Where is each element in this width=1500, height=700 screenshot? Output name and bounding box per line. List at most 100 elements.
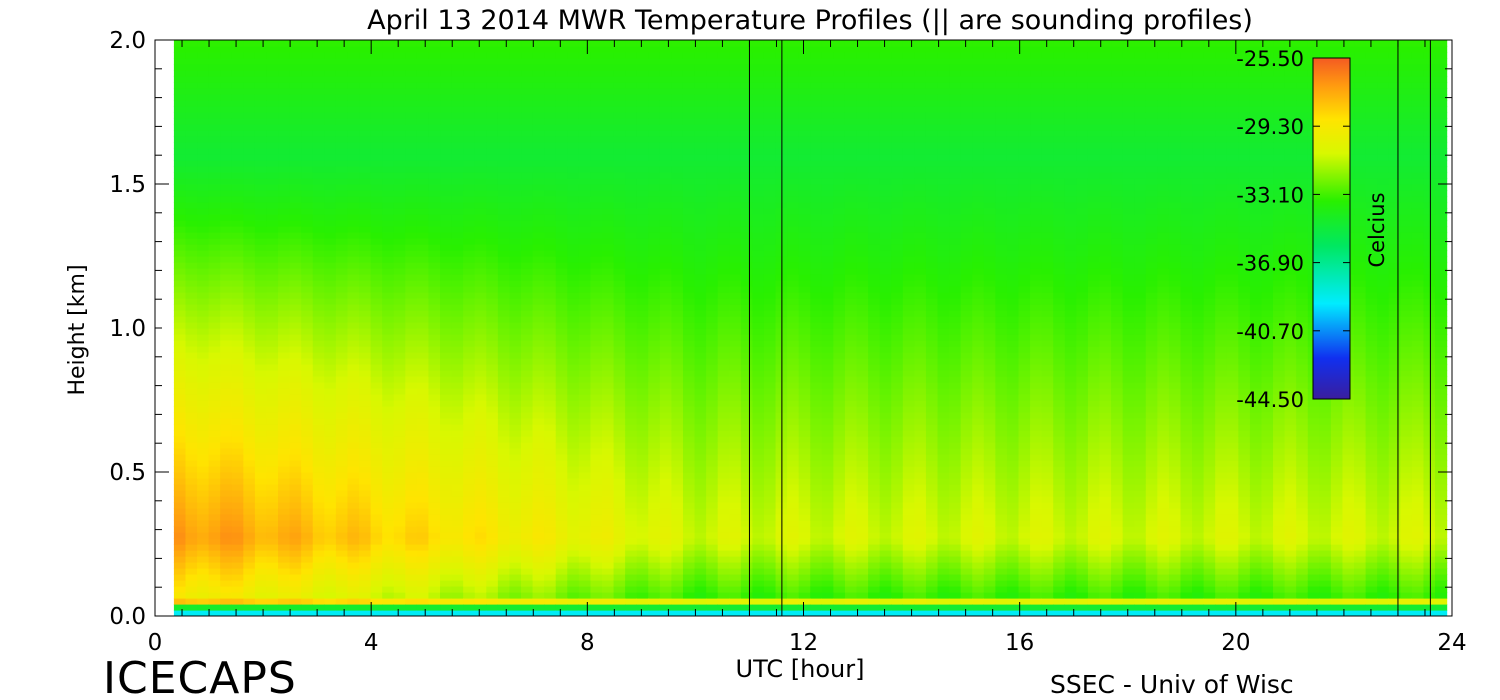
heat-cell <box>729 256 742 263</box>
heat-cell <box>532 550 545 557</box>
heat-cell <box>301 568 314 575</box>
heat-cell <box>254 376 268 383</box>
heat-cell <box>613 250 626 257</box>
heat-cell <box>706 172 719 179</box>
heat-cell <box>208 544 221 551</box>
heat-cell <box>359 40 372 47</box>
heat-cell <box>231 220 244 227</box>
heat-cell <box>324 556 337 563</box>
heat-cell <box>682 178 696 185</box>
heat-cell <box>347 40 360 47</box>
heat-cell <box>671 556 684 563</box>
heat-cell <box>173 496 187 503</box>
heat-cell <box>474 424 487 431</box>
heat-cell <box>763 334 777 341</box>
heat-cell <box>625 118 638 125</box>
heat-cell <box>324 544 337 551</box>
heat-cell <box>636 100 649 107</box>
heat-cell <box>173 148 187 155</box>
heat-cell <box>173 466 187 473</box>
heat-cell <box>694 514 707 521</box>
heat-cell <box>590 88 603 95</box>
heat-cell <box>243 418 256 425</box>
heat-cell <box>625 448 638 455</box>
heat-cell <box>324 454 337 461</box>
heat-cell <box>393 430 406 437</box>
heat-cell <box>729 472 742 479</box>
heat-cell <box>243 544 256 551</box>
heat-cell <box>359 376 372 383</box>
heat-cell <box>532 148 545 155</box>
heat-cell <box>335 484 349 491</box>
heat-cell <box>671 244 684 251</box>
heat-cell <box>197 424 210 431</box>
heat-cell <box>752 298 765 305</box>
heat-cell <box>278 568 291 575</box>
heat-cell <box>382 268 395 275</box>
heat-cell <box>578 496 592 503</box>
heat-cell <box>636 142 649 149</box>
heat-cell <box>231 208 244 215</box>
heat-cell <box>659 88 673 95</box>
heat-cell <box>590 424 603 431</box>
heat-cell <box>509 208 522 215</box>
heat-cell <box>208 106 221 113</box>
heat-cell <box>220 520 233 527</box>
heat-cell <box>590 490 603 497</box>
heat-cell <box>717 604 730 611</box>
heat-cell <box>359 160 372 167</box>
heat-cell <box>648 70 661 77</box>
heat-cell <box>497 322 511 329</box>
heat-cell <box>440 352 453 359</box>
heat-cell <box>208 46 221 53</box>
heat-cell <box>636 496 649 503</box>
heat-cell <box>393 76 406 83</box>
heat-cell <box>440 364 453 371</box>
heat-cell <box>405 328 418 335</box>
heat-cell <box>416 160 430 167</box>
heat-cell <box>324 130 337 137</box>
heat-cell <box>682 490 696 497</box>
heat-cell <box>440 94 453 101</box>
heat-cell <box>428 46 441 53</box>
heat-cell <box>706 160 719 167</box>
heat-cell <box>590 238 603 245</box>
heat-cell <box>590 136 603 143</box>
heat-cell <box>694 154 707 161</box>
heat-cell <box>740 412 754 419</box>
heat-cell <box>173 502 187 509</box>
heat-cell <box>405 484 418 491</box>
heat-cell <box>416 178 430 185</box>
heat-cell <box>740 340 754 347</box>
heat-cell <box>382 310 395 317</box>
heat-cell <box>266 496 279 503</box>
heat-cell <box>671 538 684 545</box>
heat-cell <box>347 166 360 173</box>
heat-cell <box>324 118 337 125</box>
heat-cell <box>763 298 777 305</box>
heat-cell <box>602 76 615 83</box>
heat-cell <box>266 478 279 485</box>
heat-cell <box>335 328 349 335</box>
heat-cell <box>324 202 337 209</box>
heat-cell <box>370 328 383 335</box>
heat-cell <box>266 130 279 137</box>
heat-cell <box>416 142 430 149</box>
heat-cell <box>208 478 221 485</box>
heat-cell <box>451 226 464 233</box>
heat-cell <box>763 40 777 47</box>
heat-cell <box>463 322 476 329</box>
heat-cell <box>243 382 256 389</box>
heat-cell <box>763 238 777 245</box>
heat-cell <box>173 550 187 557</box>
heat-cell <box>451 418 464 425</box>
heat-cell <box>335 556 349 563</box>
heat-cell <box>567 64 580 71</box>
heat-cell <box>393 574 406 581</box>
heat-cell <box>347 328 360 335</box>
heat-cell <box>613 604 626 611</box>
heat-cell <box>682 160 696 167</box>
heat-cell <box>359 130 372 137</box>
heat-cell <box>335 370 349 377</box>
heat-cell <box>416 490 430 497</box>
